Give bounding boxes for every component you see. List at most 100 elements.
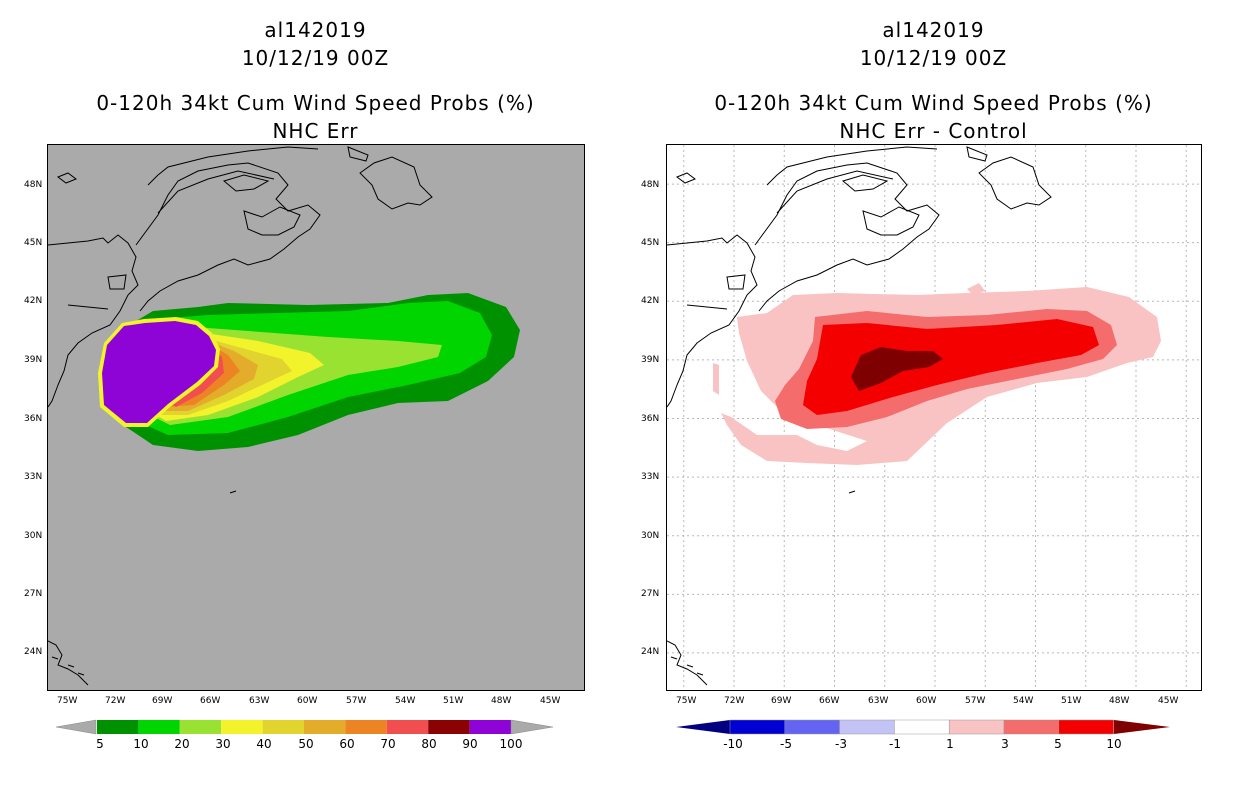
- diff-contour-1-west: [713, 363, 719, 395]
- prob-contour-100: [102, 321, 216, 423]
- left-lon-label-72: 72W: [105, 696, 126, 706]
- left-lon-label-60: 60W: [297, 696, 318, 706]
- right-cbar-label-neg5: -5: [780, 737, 792, 751]
- left-lon-label-66: 66W: [200, 696, 221, 706]
- right-lat-label-33: 33N: [641, 472, 660, 482]
- left-cbar-label-5: 5: [96, 737, 104, 751]
- left-colorbar-cell-7: [386, 720, 429, 734]
- right-lat-label-36: 36N: [641, 414, 660, 424]
- right-storm-id: al142019: [882, 18, 985, 42]
- right-lon-label-63: 63W: [868, 696, 889, 706]
- right-lat-label-39: 39N: [641, 355, 660, 365]
- left-colorbar-cell-3: [221, 720, 263, 734]
- right-lon-label-66: 66W: [819, 696, 840, 706]
- left-colorbar-cell-4: [262, 720, 304, 734]
- right-colorbar-cell-4: [948, 719, 1005, 735]
- right-coastlines: [667, 146, 1052, 686]
- left-map: [47, 144, 585, 691]
- left-lon-label-63: 63W: [249, 696, 270, 706]
- left-colorbar-cell-6: [345, 720, 387, 734]
- right-lon-label-54: 54W: [1013, 696, 1034, 706]
- left-colorbar-cell-2: [179, 720, 222, 734]
- right-colorbar-cell-1: [784, 719, 840, 735]
- right-lon-label-69: 69W: [771, 696, 792, 706]
- right-datetime: 10/12/19 00Z: [859, 46, 1008, 70]
- left-colorbar-cell-9: [469, 720, 511, 734]
- right-colorbar-cell-2: [839, 719, 895, 735]
- left-cbar-label-100: 100: [499, 737, 523, 751]
- left-lat-label-42: 42N: [24, 296, 43, 306]
- left-lon-label-45: 45W: [540, 696, 561, 706]
- right-cbar-label-neg10: -10: [723, 737, 743, 751]
- right-colorbar-cell-0: [729, 719, 786, 735]
- left-probability-shading: [98, 293, 520, 451]
- right-lon-label-75: 75W: [676, 696, 697, 706]
- right-cbar-label-1: 1: [946, 737, 954, 751]
- left-colorbar: [56, 719, 554, 735]
- left-lon-label-75: 75W: [57, 696, 78, 706]
- right-cbar-label-neg3: -3: [835, 737, 847, 751]
- right-lon-label-51: 51W: [1061, 696, 1082, 706]
- left-lat-label-45: 45N: [24, 238, 43, 248]
- right-cbar-label-3: 3: [1001, 737, 1009, 751]
- right-product-title: 0-120h 34kt Cum Wind Speed Probs (%): [714, 91, 1153, 115]
- left-subtitle: NHC Err: [272, 119, 359, 143]
- right-lon-label-57: 57W: [965, 696, 986, 706]
- left-colorbar-cell-8: [428, 720, 470, 734]
- right-colorbar-cell-3: [894, 719, 950, 735]
- right-lon-label-72: 72W: [724, 696, 745, 706]
- right-lat-label-30: 30N: [641, 531, 660, 541]
- right-map-canvas: [667, 145, 1201, 690]
- left-lat-label-39: 39N: [24, 355, 43, 365]
- right-colorbar-end-left: [676, 720, 730, 734]
- right-cbar-label-neg1: -1: [889, 737, 901, 751]
- left-cbar-label-20: 20: [174, 737, 190, 751]
- right-lat-label-27: 27N: [641, 589, 660, 599]
- right-lat-label-42: 42N: [641, 296, 660, 306]
- right-lat-label-45: 45N: [641, 238, 660, 248]
- left-product-title: 0-120h 34kt Cum Wind Speed Probs (%): [96, 91, 535, 115]
- left-lat-label-36: 36N: [24, 414, 43, 424]
- diff-contour-5: [803, 319, 1099, 415]
- left-storm-id: al142019: [264, 18, 367, 42]
- right-cbar-label-5: 5: [1054, 737, 1062, 751]
- left-cbar-label-90: 90: [462, 737, 478, 751]
- left-lat-label-27: 27N: [24, 589, 43, 599]
- right-subtitle: NHC Err - Control: [839, 119, 1028, 143]
- left-colorbar-cell-1: [138, 720, 180, 734]
- left-cbar-label-50: 50: [298, 737, 314, 751]
- right-map: [666, 144, 1202, 691]
- left-lat-label-30: 30N: [24, 531, 43, 541]
- left-lat-label-33: 33N: [24, 472, 43, 482]
- left-lon-label-57: 57W: [346, 696, 367, 706]
- left-cbar-label-80: 80: [421, 737, 437, 751]
- left-cbar-label-10: 10: [133, 737, 149, 751]
- diff-contour-10: [851, 347, 943, 391]
- left-colorbar-cell-0: [97, 720, 139, 734]
- right-lon-label-48: 48W: [1109, 696, 1130, 706]
- right-lat-label-24: 24N: [641, 647, 660, 657]
- left-lon-label-69: 69W: [152, 696, 173, 706]
- right-colorbar-cell-6: [1058, 719, 1114, 735]
- diff-contour-1-north: [967, 283, 985, 295]
- left-lon-label-54: 54W: [395, 696, 416, 706]
- right-lon-label-60: 60W: [916, 696, 937, 706]
- left-lon-label-51: 51W: [443, 696, 464, 706]
- left-lon-label-48: 48W: [491, 696, 512, 706]
- left-colorbar-end-left: [56, 719, 97, 735]
- left-cbar-label-70: 70: [380, 737, 396, 751]
- right-colorbar: [676, 719, 1170, 735]
- left-lat-label-48: 48N: [24, 180, 43, 190]
- right-cbar-label-10: 10: [1106, 737, 1122, 751]
- right-colorbar-cell-5: [1003, 719, 1060, 735]
- left-lat-label-24: 24N: [24, 647, 43, 657]
- right-lat-label-48: 48N: [641, 180, 660, 190]
- left-coastlines: [48, 146, 433, 686]
- right-colorbar-end-right: [1114, 720, 1170, 734]
- right-difference-shading: [713, 283, 1161, 465]
- left-colorbar-cell-5: [304, 720, 346, 734]
- left-cbar-label-30: 30: [215, 737, 231, 751]
- right-lon-label-45: 45W: [1158, 696, 1179, 706]
- left-datetime: 10/12/19 00Z: [241, 46, 390, 70]
- left-colorbar-end-right: [510, 719, 554, 735]
